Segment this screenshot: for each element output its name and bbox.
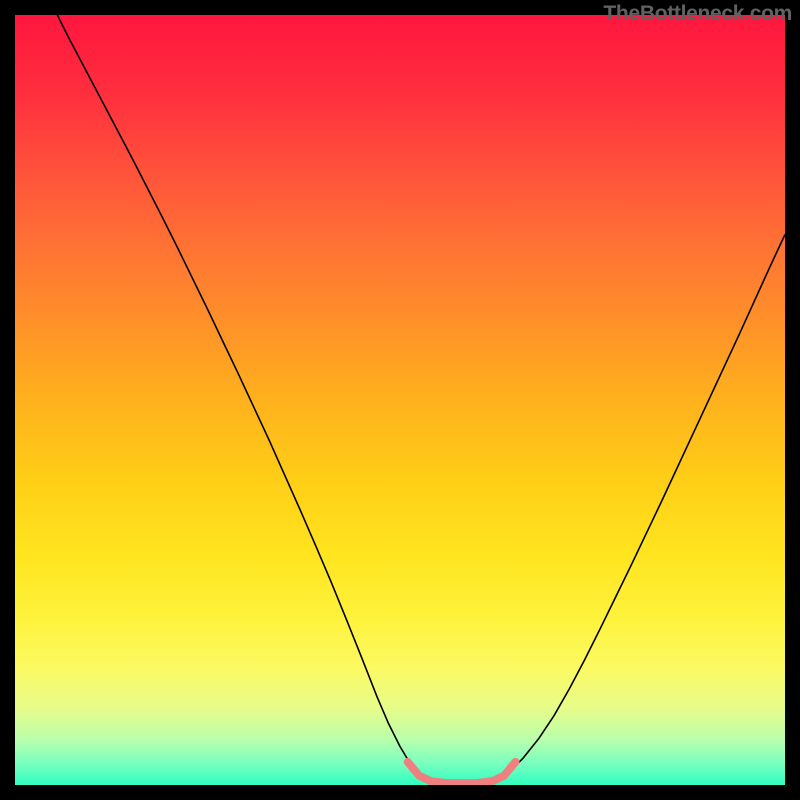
gradient-background (15, 15, 785, 785)
watermark-text: TheBottleneck.com (603, 2, 792, 26)
plot-area (15, 15, 785, 785)
chart-frame: TheBottleneck.com (0, 0, 800, 800)
plot-svg (15, 15, 785, 785)
